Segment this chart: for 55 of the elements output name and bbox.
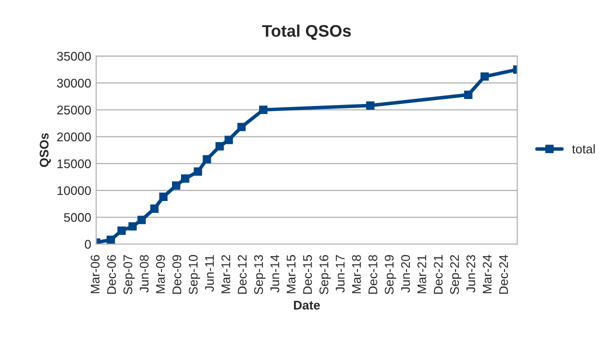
x-tick-label: Dec-15 bbox=[303, 255, 312, 294]
x-tick-label: Sep-10 bbox=[188, 255, 200, 294]
point bbox=[150, 204, 159, 213]
x-tick-label: Sep-16 bbox=[319, 255, 331, 294]
point bbox=[172, 181, 180, 190]
x-tick-label: Dec-06 bbox=[107, 255, 116, 294]
point bbox=[259, 106, 268, 114]
x-tick-label: Jun-14 bbox=[270, 254, 280, 293]
x-tick-label: Sep-22 bbox=[450, 255, 462, 294]
x-tick-label: Mar-06 bbox=[90, 255, 100, 294]
x-tick-label: Sep-19 bbox=[384, 255, 396, 294]
y-tick-label: 0 bbox=[84, 240, 91, 249]
x-tick-label: Sep-13 bbox=[254, 255, 266, 294]
x-tick-label: Dec-24 bbox=[499, 254, 508, 294]
y-tick-label: 10000 bbox=[58, 186, 91, 196]
x-tick-label: Jun-17 bbox=[336, 255, 345, 293]
legend-label: total bbox=[572, 144, 595, 154]
x-tick-label: Mar-09 bbox=[156, 255, 165, 294]
y-tick-label: 35000 bbox=[57, 52, 91, 61]
x-tick-label: Mar-18 bbox=[352, 255, 361, 294]
point bbox=[224, 136, 233, 144]
point bbox=[237, 122, 246, 132]
x-axis-title: Date bbox=[294, 300, 320, 310]
point bbox=[194, 167, 202, 176]
x-tick-label: Dec-18 bbox=[368, 255, 378, 294]
x-tick-label: Jun-23 bbox=[466, 255, 476, 293]
x-tick-label: Dec-09 bbox=[172, 255, 182, 294]
x-tick-label: Dec-12 bbox=[238, 255, 247, 294]
chart-title: Total QSOs bbox=[262, 24, 351, 40]
x-tick-label: Mar-15 bbox=[286, 255, 296, 294]
x-tick-label: Jun-08 bbox=[140, 255, 149, 293]
point bbox=[137, 216, 146, 224]
point bbox=[464, 90, 472, 99]
point bbox=[159, 192, 168, 202]
y-tick-label: 25000 bbox=[57, 106, 91, 114]
y-tick-label: 15000 bbox=[58, 159, 91, 168]
y-tick-label: 20000 bbox=[57, 132, 91, 142]
point bbox=[366, 101, 374, 110]
x-tick-label: Mar-12 bbox=[221, 255, 230, 294]
x-tick-label: Jun-11 bbox=[205, 255, 214, 292]
x-tick-label: Mar-21 bbox=[417, 255, 426, 294]
point bbox=[106, 236, 115, 244]
y-tick-label: 30000 bbox=[57, 78, 91, 88]
point bbox=[128, 222, 137, 231]
x-tick-label: Jun-20 bbox=[401, 255, 410, 293]
point bbox=[216, 142, 224, 151]
point bbox=[117, 226, 126, 235]
point bbox=[202, 155, 212, 164]
y-axis-title: QSOs bbox=[40, 133, 51, 167]
x-tick-label: Dec-21 bbox=[434, 255, 443, 294]
y-tick-label: 5000 bbox=[64, 213, 91, 222]
point bbox=[180, 174, 190, 183]
x-tick-label: Mar-24 bbox=[482, 254, 492, 294]
x-tick-label: Sep-07 bbox=[123, 255, 135, 294]
point bbox=[480, 72, 489, 81]
